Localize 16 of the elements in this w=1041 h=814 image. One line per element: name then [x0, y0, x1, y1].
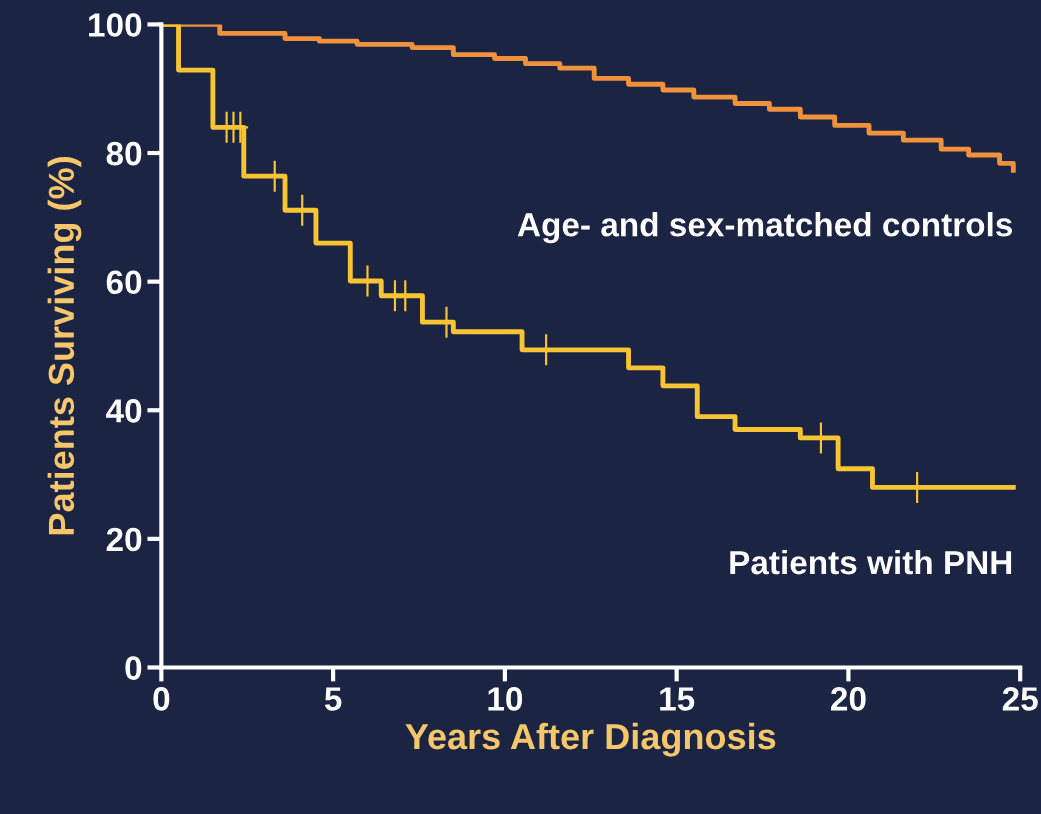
x-tick-label: 20 — [831, 687, 866, 711]
x-tick-label: 10 — [488, 687, 523, 711]
x-tick-label: 0 — [153, 687, 170, 711]
x-tick-label: 15 — [660, 687, 695, 711]
x-tick-label: 5 — [324, 687, 342, 711]
y-tick-label: 20 — [106, 527, 142, 552]
series-label: Patients with PNH — [730, 549, 1012, 575]
y-tick-label: 40 — [106, 399, 142, 423]
y-tick-label: 60 — [106, 270, 142, 295]
y-tick-label: 80 — [106, 141, 142, 166]
y-axis-title: Patients Surviving (%) — [47, 157, 82, 535]
y-tick-label: 0 — [125, 656, 142, 680]
x-axis-title: Years After Diagnosis — [405, 722, 776, 757]
series-label: Age- and sex-matched controls — [517, 212, 1012, 244]
x-tick-label: 25 — [1002, 687, 1038, 711]
y-tick-label: 100 — [89, 13, 142, 37]
